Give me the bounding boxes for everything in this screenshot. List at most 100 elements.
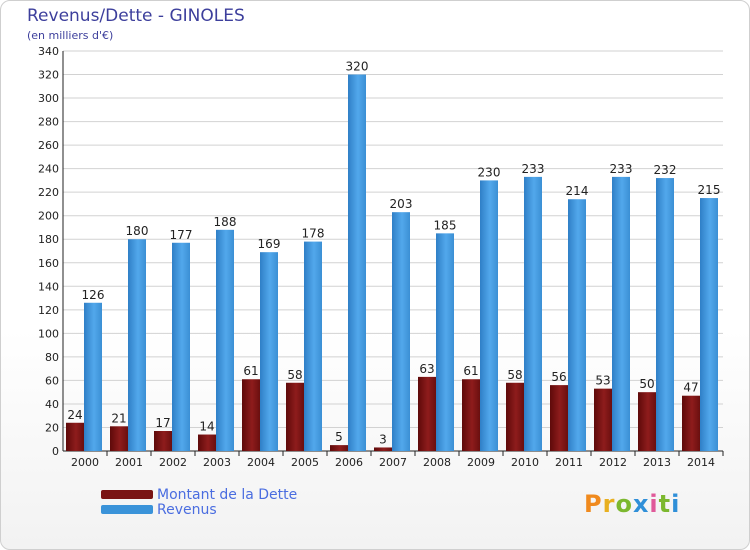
debt-bar [154, 431, 172, 451]
y-tick-label: 180 [38, 233, 59, 246]
revenue-bar [568, 199, 586, 451]
debt-data-label: 14 [199, 420, 214, 434]
legend-swatch-debt [101, 490, 153, 499]
revenue-bar [348, 74, 366, 451]
y-tick-label: 220 [38, 186, 59, 199]
revenue-data-label: 233 [610, 162, 633, 176]
debt-bar [462, 379, 480, 451]
debt-data-label: 3 [379, 432, 387, 446]
revenue-bar [84, 302, 102, 451]
revenue-data-label: 320 [346, 60, 369, 74]
debt-data-label: 50 [639, 377, 654, 391]
revenue-data-label: 233 [522, 162, 545, 176]
y-tick-label: 140 [38, 280, 59, 293]
revenue-bar [216, 229, 234, 451]
debt-data-label: 24 [67, 408, 82, 422]
x-tick-label: 2001 [115, 456, 143, 469]
debt-data-label: 61 [463, 364, 478, 378]
debt-bar [550, 385, 568, 451]
revenue-bar [656, 178, 674, 451]
x-tick-label: 2007 [379, 456, 407, 469]
x-tick-label: 2010 [511, 456, 539, 469]
chart-title: Revenus/Dette - GINOLES [27, 6, 245, 26]
debt-data-label: 56 [551, 370, 566, 384]
y-tick-label: 40 [45, 398, 59, 411]
debt-bar [682, 395, 700, 451]
debt-bar [286, 382, 304, 451]
revenue-data-label: 180 [126, 224, 149, 238]
revenue-bar [436, 233, 454, 451]
debt-data-label: 21 [111, 411, 126, 425]
legend-label-debt: Montant de la Dette [157, 487, 298, 503]
debt-data-label: 53 [595, 374, 610, 388]
proxiti-logo: Proxiti [584, 490, 681, 518]
revenue-bar [172, 242, 190, 451]
debt-bar [506, 382, 524, 451]
x-tick-label: 2011 [555, 456, 583, 469]
revenue-data-label: 230 [478, 165, 501, 179]
y-tick-label: 260 [38, 139, 59, 152]
revenue-data-label: 215 [698, 183, 721, 197]
debt-data-label: 17 [155, 416, 170, 430]
y-tick-label: 20 [45, 421, 59, 434]
x-tick-label: 2008 [423, 456, 451, 469]
revenue-data-label: 185 [434, 218, 457, 232]
revenue-bar [304, 241, 322, 451]
legend-label-revenue: Revenus [157, 502, 217, 518]
revenue-bar [392, 212, 410, 451]
revenue-data-label: 126 [82, 288, 105, 302]
y-tick-label: 80 [45, 351, 59, 364]
x-tick-label: 2012 [599, 456, 627, 469]
debt-data-label: 61 [243, 364, 258, 378]
y-tick-label: 120 [38, 304, 59, 317]
debt-data-label: 58 [287, 368, 302, 382]
revenue-data-label: 177 [170, 228, 193, 242]
y-tick-label: 320 [38, 69, 59, 82]
x-tick-label: 2006 [335, 456, 363, 469]
x-tick-label: 2014 [687, 456, 715, 469]
y-tick-label: 300 [38, 92, 59, 105]
debt-bar [418, 376, 436, 451]
revenue-data-label: 188 [214, 215, 237, 229]
x-tick-label: 2005 [291, 456, 319, 469]
x-tick-label: 2000 [71, 456, 99, 469]
debt-bar [110, 426, 128, 451]
revenue-data-label: 232 [654, 163, 677, 177]
revenue-data-label: 203 [390, 197, 413, 211]
x-tick-label: 2009 [467, 456, 495, 469]
revenue-bar [128, 239, 146, 451]
revenue-data-label: 178 [302, 227, 325, 241]
x-tick-label: 2004 [247, 456, 275, 469]
debt-data-label: 5 [335, 430, 343, 444]
y-tick-label: 280 [38, 116, 59, 129]
revenue-data-label: 214 [566, 184, 589, 198]
y-tick-label: 160 [38, 257, 59, 270]
debt-data-label: 63 [419, 362, 434, 376]
legend-swatch-revenue [101, 505, 153, 514]
y-tick-label: 240 [38, 163, 59, 176]
y-tick-label: 60 [45, 374, 59, 387]
debt-bar [66, 422, 84, 451]
revenue-data-label: 169 [258, 237, 281, 251]
y-tick-label: 0 [52, 445, 59, 458]
chart-subtitle: (en milliers d'€) [27, 29, 114, 42]
revenue-bar [480, 180, 498, 452]
debt-data-label: 58 [507, 368, 522, 382]
debt-bar [594, 388, 612, 451]
debt-bar [330, 445, 348, 451]
debt-data-label: 47 [683, 381, 698, 395]
debt-bar [198, 434, 216, 451]
y-tick-label: 200 [38, 210, 59, 223]
x-tick-label: 2002 [159, 456, 187, 469]
debt-bar [638, 392, 656, 451]
debt-bar [374, 447, 392, 451]
revenue-bar [700, 198, 718, 451]
revenue-bar [260, 252, 278, 451]
x-tick-label: 2013 [643, 456, 671, 469]
x-tick-label: 2003 [203, 456, 231, 469]
debt-bar [242, 379, 260, 451]
revenue-bar [524, 176, 542, 451]
revenue-bar [612, 176, 630, 451]
